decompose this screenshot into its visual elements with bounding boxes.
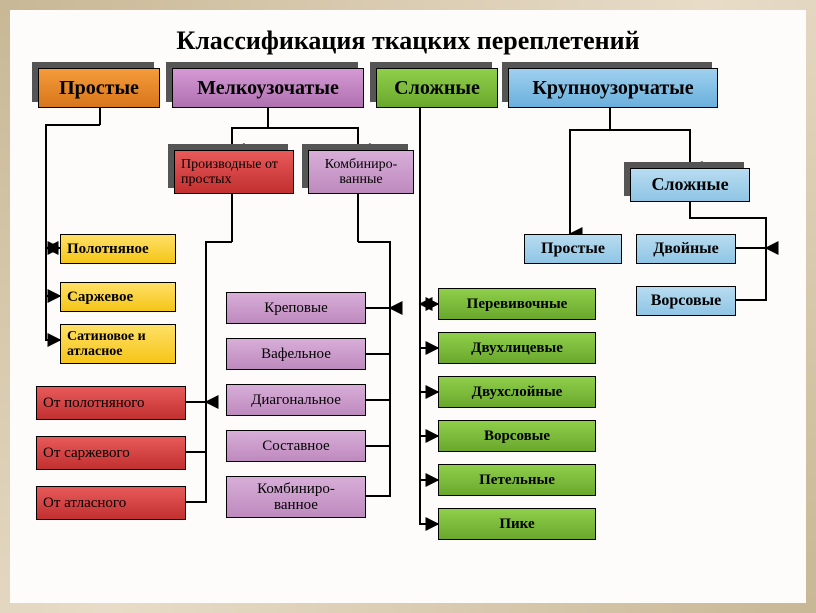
node-pique: Пике: [438, 508, 596, 540]
node-smallpat: Мелкоузочатые: [172, 68, 364, 108]
node-double: Двойные: [636, 234, 736, 264]
diagram-frame: Классификация ткацких переплетений Прост…: [0, 0, 816, 613]
node-twolayer: Двухслойные: [438, 376, 596, 408]
node-deriv: Производные от простых: [174, 150, 294, 194]
node-fromplain: От полотняного: [36, 386, 186, 420]
diagram-title: Классификация ткацких переплетений: [10, 26, 806, 56]
node-leno: Перевивочные: [438, 288, 596, 320]
node-plain: Полотняное: [60, 234, 176, 264]
node-largepat: Крупноузорчатые: [508, 68, 718, 108]
node-fromtwill: От саржевого: [36, 436, 186, 470]
node-fromsatin: От атласного: [36, 486, 186, 520]
node-compos: Составное: [226, 430, 366, 462]
node-combi: Комбиниро- ванные: [308, 150, 414, 194]
node-crepe: Креповые: [226, 292, 366, 324]
node-waffle: Вафельное: [226, 338, 366, 370]
node-combi2: Комбиниро- ванное: [226, 476, 366, 518]
node-simple2: Простые: [524, 234, 622, 264]
node-twill: Саржевое: [60, 282, 176, 312]
node-pile: Ворсовые: [438, 420, 596, 452]
node-complex2: Сложные: [630, 168, 750, 202]
node-simple: Простые: [38, 68, 160, 108]
node-satin: Сатиновое и атласное: [60, 324, 176, 364]
node-twoface: Двухлицевые: [438, 332, 596, 364]
node-complex: Сложные: [376, 68, 498, 108]
node-pile2: Ворсовые: [636, 286, 736, 316]
node-diag: Диагональное: [226, 384, 366, 416]
node-loop: Петельные: [438, 464, 596, 496]
